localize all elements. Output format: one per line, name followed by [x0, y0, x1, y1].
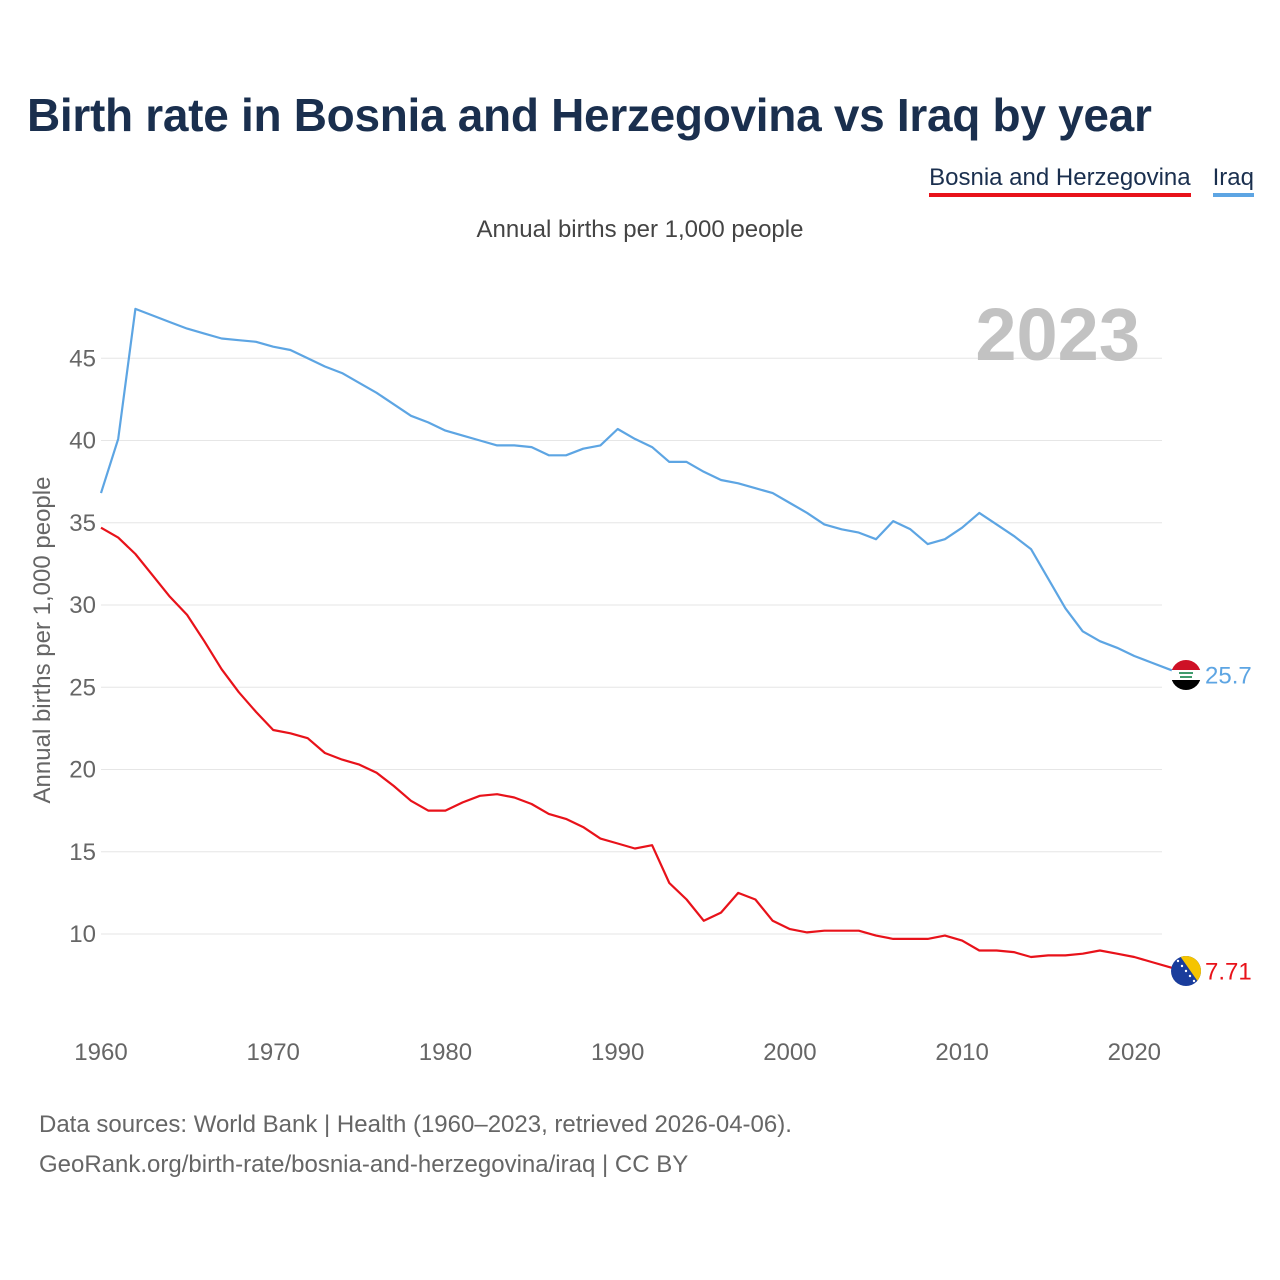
- y-tick-label: 20: [69, 757, 96, 784]
- x-tick-label: 2020: [1108, 1039, 1161, 1066]
- y-tick-label: 15: [69, 839, 96, 866]
- chart-title: Birth rate in Bosnia and Herzegovina vs …: [27, 89, 1152, 141]
- bosnia-flag-icon: [1171, 956, 1201, 986]
- grid-lines: [101, 357, 1162, 935]
- legend-item-iraq[interactable]: Iraq: [1212, 164, 1254, 197]
- source-note: Data sources: World Bank | Health (1960–…: [39, 1105, 792, 1185]
- series-line-iraq[interactable]: [99, 307, 1187, 677]
- y-tick-label: 40: [69, 428, 96, 455]
- end-value-label-iraq: 25.7: [1205, 663, 1252, 690]
- y-tick-label: 30: [69, 592, 96, 619]
- x-tick-label: 2010: [935, 1039, 988, 1066]
- y-tick-label: 45: [69, 345, 96, 372]
- y-tick-label: 25: [69, 674, 96, 701]
- x-tick-label: 1990: [591, 1039, 644, 1066]
- x-tick-label: 1960: [74, 1039, 127, 1066]
- x-tick-label: 1980: [419, 1039, 472, 1066]
- y-tick-label: 10: [69, 921, 96, 948]
- x-tick-label: 2000: [763, 1039, 816, 1066]
- x-axis-ticks: 1960 1970 1980 1990 2000 2010 2020: [74, 1039, 1161, 1066]
- y-axis-ticks: 10 15 20 25 30 35 40 45: [69, 345, 96, 948]
- iraq-flag-icon: [1171, 660, 1201, 690]
- line-chart: 10 15 20 25 30 35 40 45 1960 1970 1980 1990 2000 201…: [29, 293, 1252, 1066]
- legend: Bosnia and Herzegovina Iraq: [929, 164, 1254, 197]
- x-tick-label: 1970: [247, 1039, 300, 1066]
- legend-item-bosnia[interactable]: Bosnia and Herzegovina: [929, 164, 1191, 197]
- source-line-1: Data sources: World Bank | Health (1960–…: [39, 1111, 792, 1138]
- y-axis-label: Annual births per 1,000 people: [29, 477, 56, 804]
- series-line-bosnia-and-herzegovina[interactable]: [100, 526, 1187, 973]
- source-line-2[interactable]: GeoRank.org/birth-rate/bosnia-and-herzeg…: [39, 1151, 689, 1178]
- chart-subtitle: Annual births per 1,000 people: [476, 216, 804, 243]
- end-value-label-bosnia-and-herzegovina: 7.71: [1205, 959, 1252, 986]
- year-watermark: 2023: [975, 293, 1140, 376]
- y-tick-label: 35: [69, 510, 96, 537]
